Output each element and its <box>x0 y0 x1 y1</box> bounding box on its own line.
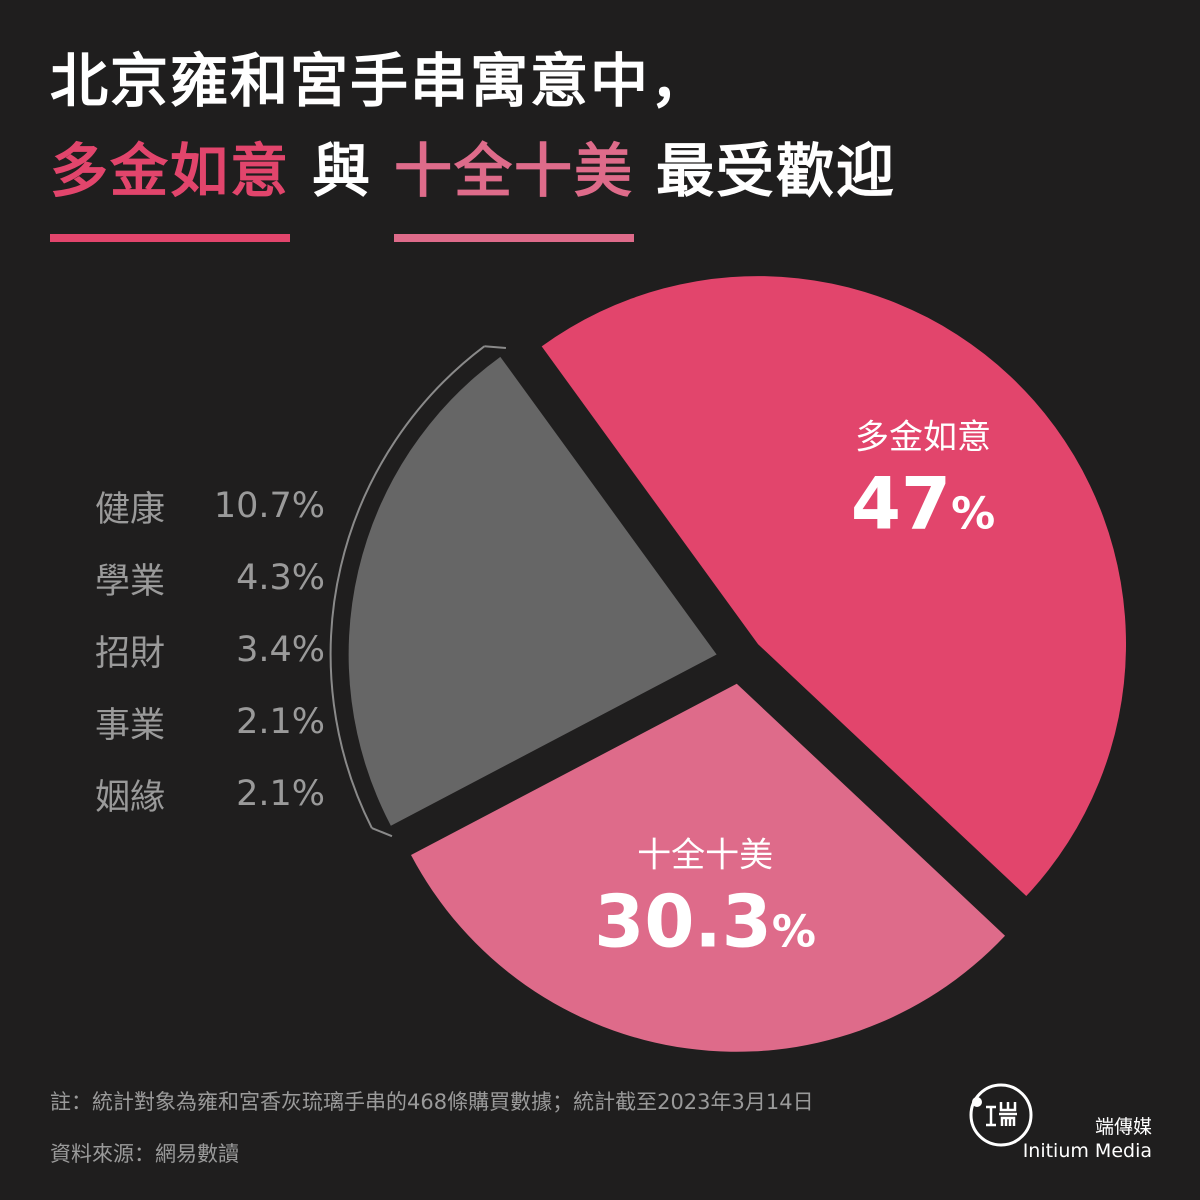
others-bracket <box>329 345 485 829</box>
percent-sign: % <box>951 489 995 540</box>
legend-row: 事業 2.1% <box>95 686 325 758</box>
slice-others <box>348 356 717 826</box>
title-connector: 與 <box>312 137 373 205</box>
title-ending: 最受歡迎 <box>656 137 897 205</box>
title-highlight-duojin: 多金如意 <box>50 124 291 242</box>
value-number: 30.3 <box>594 880 772 964</box>
legend-row: 招財 3.4% <box>95 614 325 686</box>
brand-name-cn: 端傳媒 <box>1094 1116 1152 1138</box>
legend-row: 健康 10.7% <box>95 470 325 542</box>
legend-value: 3.4% <box>236 630 325 670</box>
legend-label: 學業 <box>95 561 166 602</box>
title-highlight-shiquan: 十全十美 <box>394 124 635 242</box>
initium-logo-icon <box>969 1083 1033 1147</box>
legend-value: 10.7% <box>213 486 325 526</box>
legend-value: 2.1% <box>236 702 325 742</box>
slice-value-duojin: 47% <box>851 462 995 546</box>
footnote: 註：統計對象為雍和宮香灰琉璃手串的468條購買數據；統計截至2023年3月14日 <box>50 1090 814 1114</box>
slice-duojin-ruyi <box>541 276 1127 897</box>
data-source: 資料來源：網易數讀 <box>50 1142 239 1166</box>
value-number: 47 <box>851 462 951 546</box>
legend-label: 健康 <box>95 489 166 530</box>
brand-name-en: Initium Media <box>1022 1140 1152 1162</box>
legend-label: 姻緣 <box>95 777 166 818</box>
legend-row: 學業 4.3% <box>95 542 325 614</box>
title-line-2: 多金如意 與 十全十美 最受歡迎 <box>50 124 897 242</box>
slice-label-duojin: 多金如意 <box>855 418 991 458</box>
bracket-tick-start <box>371 827 393 838</box>
percent-sign: % <box>772 907 816 958</box>
legend-label: 招財 <box>95 633 166 674</box>
others-breakdown-legend: 健康 10.7% 學業 4.3% 招財 3.4% 事業 2.1% 姻緣 2.1% <box>95 470 325 830</box>
slice-value-shiquan: 30.3% <box>594 880 816 964</box>
legend-value: 2.1% <box>236 774 325 814</box>
legend-row: 姻緣 2.1% <box>95 758 325 830</box>
slice-shiquan-shimei <box>411 683 1006 1052</box>
legend-value: 4.3% <box>236 558 325 598</box>
legend-label: 事業 <box>95 705 166 746</box>
bracket-tick-end <box>484 345 507 349</box>
title-line-1: 北京雍和宮手串寓意中， <box>50 47 711 115</box>
slice-label-shiquan: 十全十美 <box>637 836 773 876</box>
